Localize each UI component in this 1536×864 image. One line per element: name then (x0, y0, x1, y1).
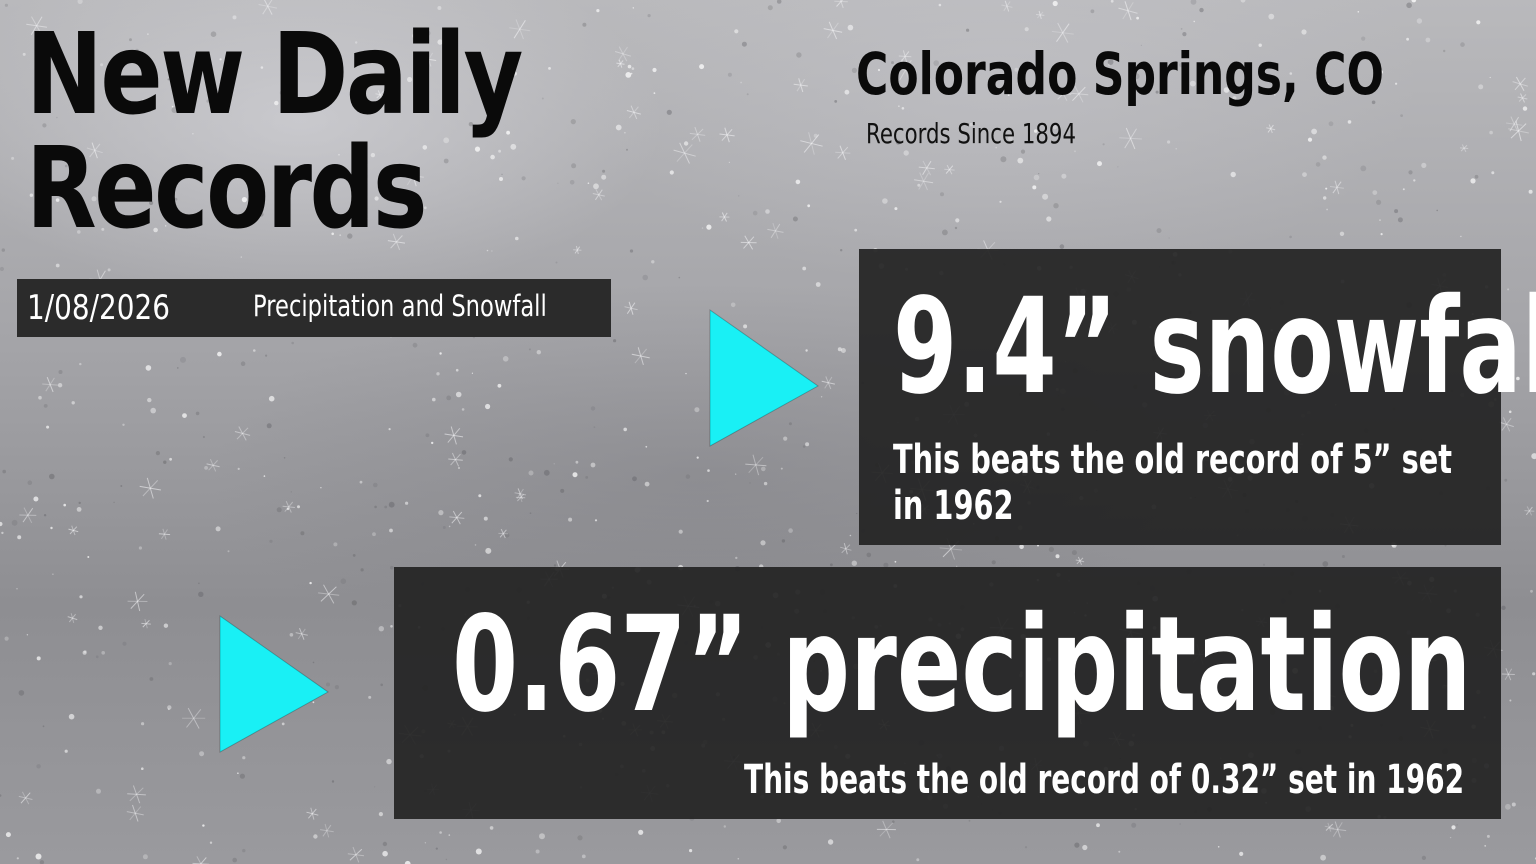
snowfall-headline: 9.4” snowfall (893, 270, 1536, 424)
records-since: Records Since 1894 (866, 117, 1076, 150)
precipitation-detail: This beats the old record of 0.32” set i… (744, 757, 1465, 803)
play-triangle-icon (704, 306, 824, 455)
title-line-1: New Daily (26, 10, 523, 140)
page-title: New Daily Records (26, 18, 551, 246)
location-name: Colorado Springs, CO (856, 40, 1384, 108)
precipitation-headline: 0.67” precipitation (452, 588, 1472, 742)
record-category: Precipitation and Snowfall (253, 289, 547, 323)
date-band: 1/08/2026 Precipitation and Snowfall (17, 279, 611, 337)
title-line-2: Records (26, 124, 427, 254)
snowfall-detail: This beats the old record of 5” set in 1… (893, 437, 1453, 529)
snowfall-record-panel: 9.4” snowfall This beats the old record … (859, 249, 1536, 545)
precipitation-record-panel: 0.67” precipitation This beats the old r… (394, 567, 1501, 819)
play-triangle-icon (214, 612, 334, 761)
record-date: 1/08/2026 (27, 288, 170, 328)
